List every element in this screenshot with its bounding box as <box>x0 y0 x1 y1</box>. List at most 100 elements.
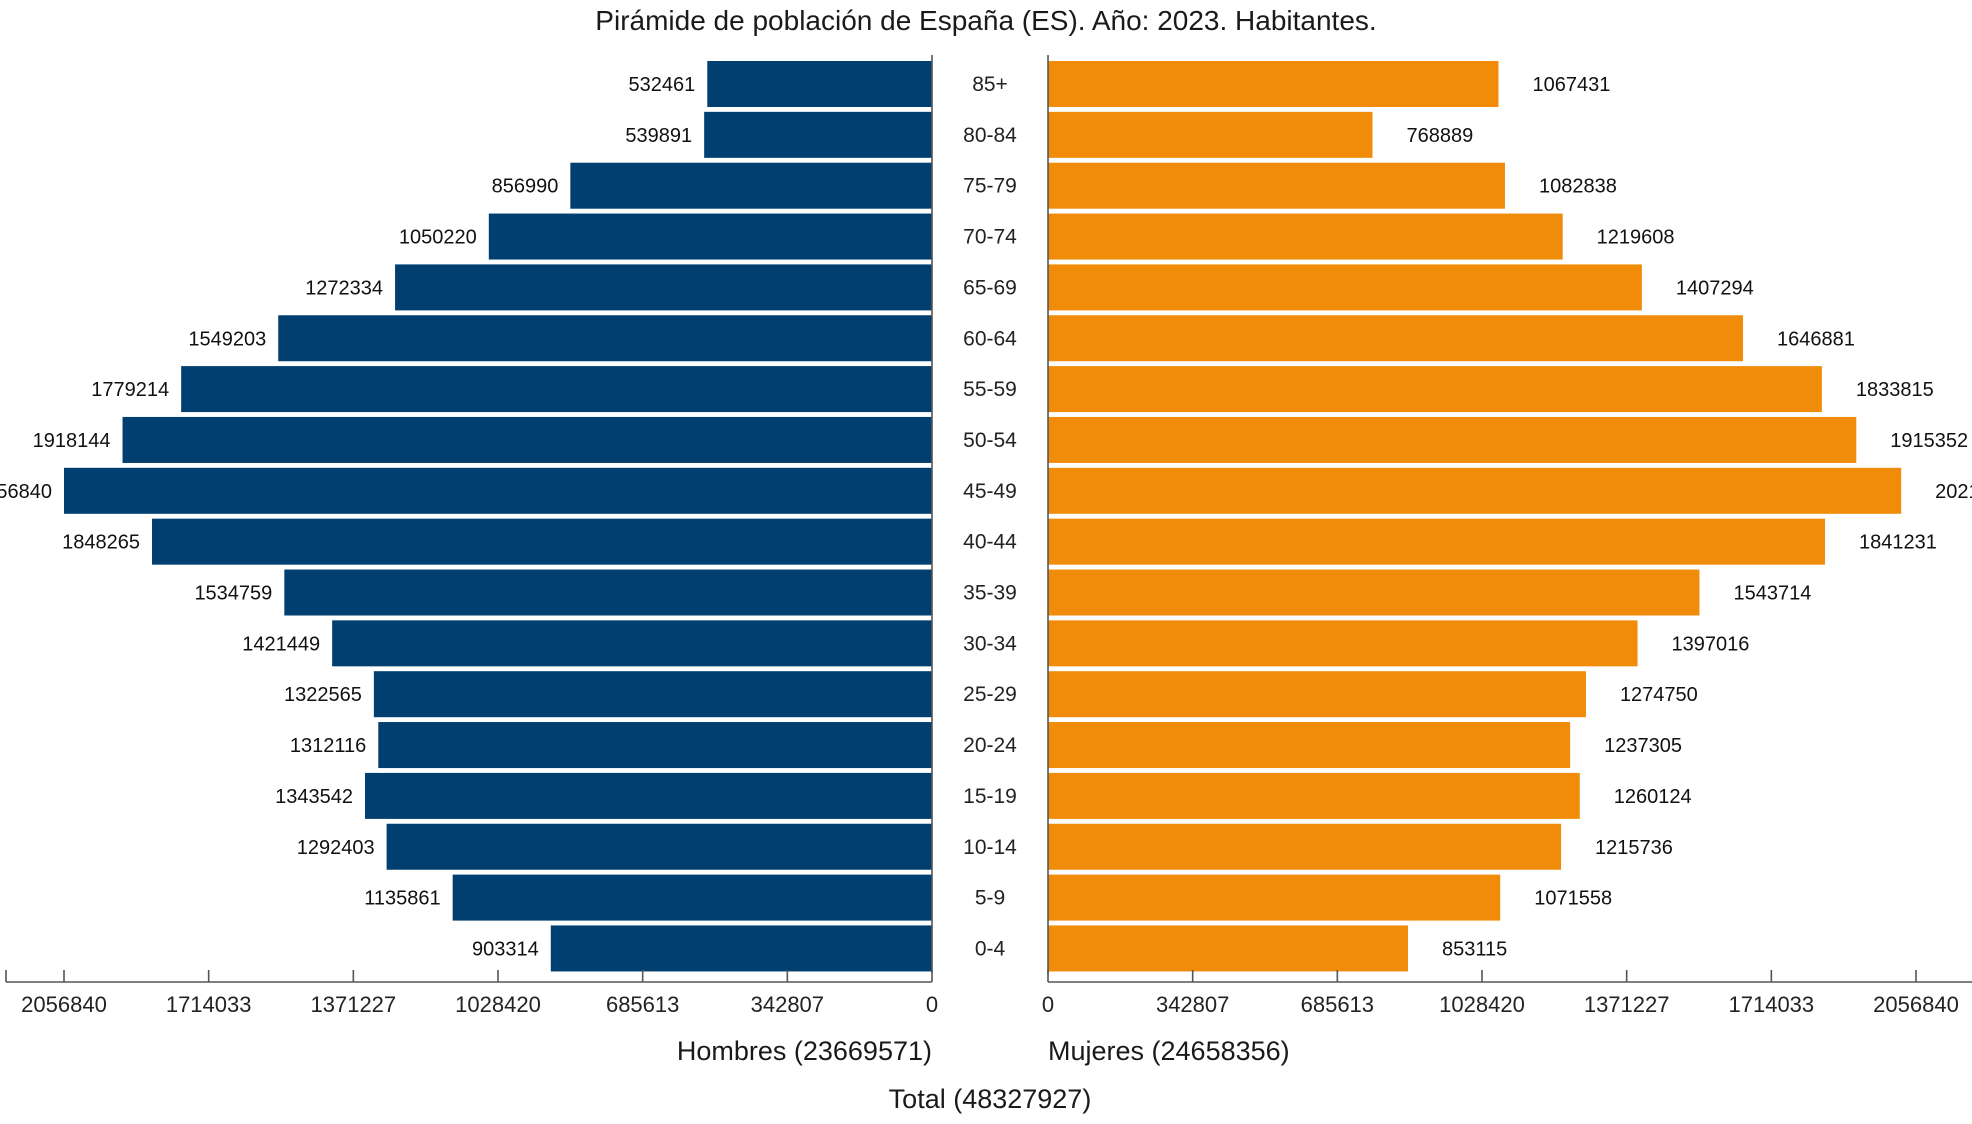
bar-men-50-54 <box>122 416 932 463</box>
value-label-women-45-49: 2021699 <box>1935 481 1972 503</box>
bar-men-10-14 <box>386 823 933 870</box>
women-tick-label-1371227: 1371227 <box>1584 992 1670 1017</box>
age-label-50-54: 50-54 <box>963 429 1017 452</box>
men-axis-label: Hombres (23669571) <box>677 1036 932 1066</box>
women-tick-label-1714033: 1714033 <box>1729 992 1815 1017</box>
bar-men-65-69 <box>395 264 933 311</box>
age-label-80-84: 80-84 <box>963 124 1017 147</box>
bar-men-0-4 <box>550 925 932 972</box>
value-label-women-65-69: 1407294 <box>1676 277 1754 299</box>
men-bars <box>64 61 933 972</box>
bar-men-40-44 <box>152 518 932 565</box>
value-label-men-45-49: 2056840 <box>0 481 52 503</box>
total-label: Total (48327927) <box>889 1084 1092 1114</box>
value-label-men-65-69: 1272334 <box>305 277 383 299</box>
women-value-labels: 1067431 768889 1082838 1219608 1407294 164688… <box>1406 74 1972 960</box>
bar-women-35-39 <box>1048 569 1700 616</box>
bar-men-80-84 <box>704 111 932 158</box>
bar-women-0-4 <box>1048 925 1409 972</box>
women-tick-label-2056840: 2056840 <box>1873 992 1959 1017</box>
age-label-85plus: 85+ <box>972 73 1008 96</box>
bar-women-40-44 <box>1048 518 1826 565</box>
age-group-labels: 85+ 80-84 75-79 70-74 65-69 60-64 55-59 50-54 45… <box>963 73 1017 960</box>
value-label-men-30-34: 1421449 <box>242 633 320 655</box>
bar-women-65-69 <box>1048 264 1642 311</box>
bar-women-10-14 <box>1048 823 1562 870</box>
value-label-men-55-59: 1779214 <box>91 379 169 401</box>
bar-women-45-49 <box>1048 467 1902 514</box>
value-label-men-50-54: 1918144 <box>33 430 111 452</box>
value-label-women-5-9: 1071558 <box>1534 888 1612 910</box>
chart-title: Pirámide de población de España (ES). Añ… <box>595 5 1376 36</box>
women-axis-label: Mujeres (24658356) <box>1048 1036 1290 1066</box>
value-label-women-50-54: 1915352 <box>1890 430 1968 452</box>
men-tick-label-1028420: 1028420 <box>455 992 541 1017</box>
value-label-men-0-4: 903314 <box>472 938 539 960</box>
value-label-men-40-44: 1848265 <box>62 532 140 554</box>
value-label-men-10-14: 1292403 <box>297 837 375 859</box>
bar-women-55-59 <box>1048 366 1822 413</box>
age-label-75-79: 75-79 <box>963 175 1017 198</box>
men-tick-label-1714033: 1714033 <box>166 992 252 1017</box>
age-label-10-14: 10-14 <box>963 836 1017 859</box>
bar-women-50-54 <box>1048 416 1857 463</box>
bar-men-75-79 <box>570 162 932 209</box>
bar-women-70-74 <box>1048 213 1563 260</box>
men-tick-label-342807: 342807 <box>751 992 824 1017</box>
age-label-60-64: 60-64 <box>963 327 1017 350</box>
bar-women-30-34 <box>1048 620 1638 667</box>
age-label-65-69: 65-69 <box>963 276 1017 299</box>
value-label-women-35-39: 1543714 <box>1733 583 1811 605</box>
value-label-women-80-84: 768889 <box>1406 125 1473 147</box>
value-label-women-25-29: 1274750 <box>1620 684 1698 706</box>
bar-women-85plus <box>1048 61 1499 107</box>
value-label-men-70-74: 1050220 <box>399 227 477 249</box>
bar-men-70-74 <box>488 213 932 260</box>
bar-women-80-84 <box>1048 111 1373 158</box>
bar-women-5-9 <box>1048 874 1501 921</box>
women-bars <box>1048 61 1902 972</box>
bar-men-55-59 <box>181 366 932 413</box>
value-label-women-85plus: 1067431 <box>1532 74 1610 96</box>
age-label-5-9: 5-9 <box>975 887 1005 910</box>
value-label-men-35-39: 1534759 <box>194 583 272 605</box>
value-label-men-60-64: 1549203 <box>188 328 266 350</box>
women-tick-label-342807: 342807 <box>1156 992 1229 1017</box>
value-label-men-85plus: 532461 <box>629 74 696 96</box>
bar-men-85plus <box>707 61 932 107</box>
value-label-women-55-59: 1833815 <box>1856 379 1934 401</box>
men-tick-label-1371227: 1371227 <box>311 992 397 1017</box>
value-label-women-70-74: 1219608 <box>1597 227 1675 249</box>
age-label-15-19: 15-19 <box>963 785 1017 808</box>
value-label-men-75-79: 856990 <box>492 176 559 198</box>
value-label-women-75-79: 1082838 <box>1539 176 1617 198</box>
value-label-women-60-64: 1646881 <box>1777 328 1855 350</box>
bar-men-30-34 <box>332 620 933 667</box>
bar-women-20-24 <box>1048 722 1571 769</box>
men-value-labels: 532461 539891 856990 1050220 1272334 1549203 1… <box>0 74 695 960</box>
value-label-men-15-19: 1343542 <box>275 786 353 808</box>
value-label-women-15-19: 1260124 <box>1614 786 1692 808</box>
bar-men-20-24 <box>378 722 932 769</box>
women-x-axis: 0 342807 685613 1028420 1371227 1714033 205684… <box>1042 970 1972 1017</box>
value-label-men-5-9: 1135861 <box>364 888 440 910</box>
bar-women-60-64 <box>1048 315 1743 362</box>
value-label-women-10-14: 1215736 <box>1595 837 1673 859</box>
men-tick-label-2056840: 2056840 <box>21 992 107 1017</box>
bar-women-75-79 <box>1048 162 1505 209</box>
value-label-men-25-29: 1322565 <box>284 684 362 706</box>
bar-men-60-64 <box>278 315 932 362</box>
age-label-25-29: 25-29 <box>963 683 1017 706</box>
value-label-men-80-84: 539891 <box>625 125 692 147</box>
men-x-axis: 0 342807 685613 1028420 1371227 1714033 205684… <box>5 970 938 1017</box>
age-label-30-34: 30-34 <box>963 632 1017 655</box>
value-label-men-20-24: 1312116 <box>290 735 366 757</box>
age-label-0-4: 0-4 <box>975 937 1006 960</box>
age-label-35-39: 35-39 <box>963 582 1017 605</box>
women-tick-label-1028420: 1028420 <box>1439 992 1525 1017</box>
bar-men-15-19 <box>365 772 932 819</box>
bar-men-45-49 <box>64 467 932 514</box>
age-label-20-24: 20-24 <box>963 734 1017 757</box>
age-label-55-59: 55-59 <box>963 378 1017 401</box>
